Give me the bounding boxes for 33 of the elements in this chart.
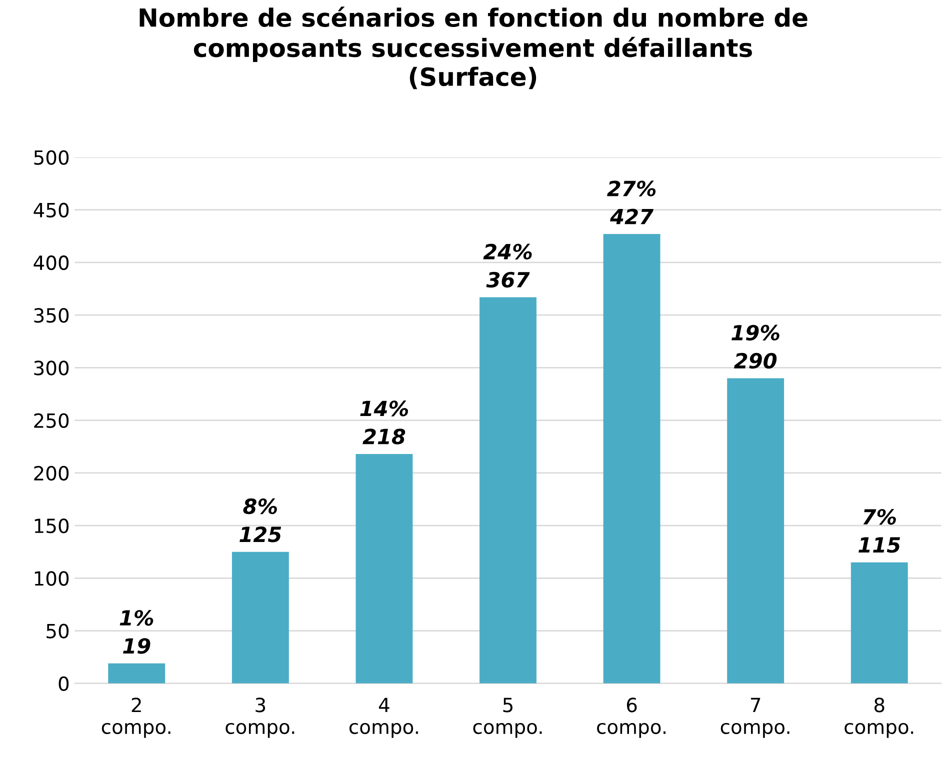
chart-title: Nombre de scénarios en fonction du nombre de composants successivement défaillants (Surface)	[140, 6, 808, 90]
bar	[603, 234, 660, 684]
data-label: 27% 427	[607, 180, 656, 224]
x-tick-label: 2 compo.	[102, 698, 170, 738]
x-tick-label: 5 compo.	[473, 698, 542, 738]
data-label: 1% 19	[120, 610, 154, 654]
x-tick-label: 7 compo.	[720, 698, 790, 738]
y-tick-label: 300	[34, 360, 69, 376]
bar	[727, 378, 784, 684]
y-tick-label: 50	[46, 624, 69, 638]
bar	[850, 562, 908, 684]
bar	[356, 454, 413, 684]
y-tick-label: 200	[34, 466, 69, 481]
x-tick-label: 4 compo.	[349, 698, 418, 738]
y-tick-label: 0	[58, 676, 69, 692]
y-tick-label: 500	[34, 150, 69, 165]
y-tick-label: 100	[34, 571, 69, 586]
bar	[232, 552, 289, 684]
y-tick-label: 450	[34, 202, 69, 218]
y-tick-label: 150	[34, 518, 69, 534]
data-label: 14% 218	[360, 400, 408, 444]
data-label: 8% 125	[240, 498, 282, 542]
data-label: 24% 367	[483, 244, 532, 288]
y-tick-label: 250	[34, 413, 69, 428]
y-tick-label: 400	[34, 255, 69, 270]
data-label: 7% 115	[858, 508, 900, 553]
bar	[480, 297, 536, 684]
x-tick-label: 6 compo.	[597, 698, 666, 738]
bar	[108, 663, 166, 684]
y-tick-label: 350	[34, 308, 69, 323]
x-tick-label: 8 compo.	[844, 698, 914, 738]
data-label: 19% 290	[732, 324, 780, 369]
x-tick-label: 3 compo.	[226, 698, 294, 738]
